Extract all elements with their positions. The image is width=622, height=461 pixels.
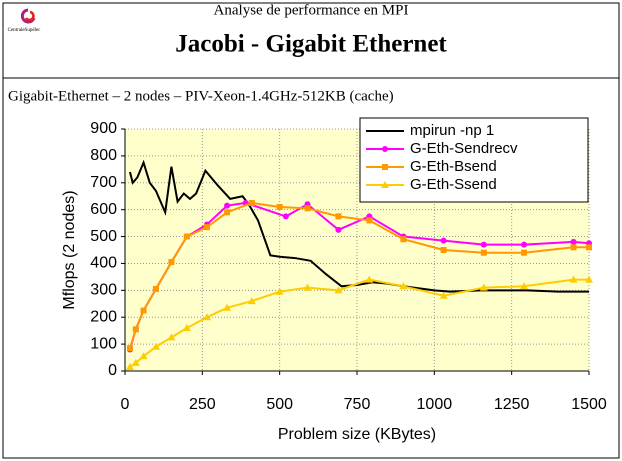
x-tick-label: 1250	[494, 396, 530, 413]
marker	[125, 362, 134, 370]
legend-label: G-Eth-Bsend	[410, 158, 497, 175]
marker	[203, 224, 210, 231]
marker	[365, 275, 374, 283]
marker	[276, 203, 283, 210]
y-tick-label: 300	[90, 282, 117, 299]
slide-title: Jacobi - Gigabit Ethernet	[175, 31, 447, 58]
marker	[440, 247, 447, 253]
marker	[480, 249, 487, 256]
y-axis-label: Mflops (2 nodes)	[61, 190, 78, 309]
legend-label: G-Eth-Ssend	[410, 176, 497, 193]
x-tick-label: 250	[189, 396, 216, 413]
marker	[480, 241, 487, 248]
marker	[399, 282, 408, 290]
marker	[521, 249, 528, 256]
marker	[168, 259, 175, 266]
x-tick-label: 1500	[571, 396, 607, 413]
slide-subtitle: Analyse de performance en MPI	[214, 2, 409, 18]
marker	[224, 209, 231, 216]
marker	[334, 286, 343, 294]
marker	[585, 275, 593, 283]
marker	[151, 342, 160, 350]
chart-title: Gigabit-Ethernet – 2 nodes – PIV-Xeon-1.…	[8, 88, 394, 104]
y-tick-label: 200	[90, 308, 117, 325]
marker	[569, 275, 578, 283]
marker	[183, 233, 190, 240]
marker	[126, 345, 133, 352]
legend-label: G-Eth-Sendrecv	[410, 140, 518, 157]
marker	[521, 241, 528, 248]
marker	[224, 202, 231, 209]
marker	[304, 205, 311, 212]
marker	[247, 297, 256, 305]
marker	[303, 283, 312, 291]
marker	[132, 326, 139, 333]
logo-icon	[20, 8, 36, 24]
marker	[131, 358, 140, 366]
marker	[202, 313, 211, 321]
x-tick-label: 500	[266, 396, 293, 413]
marker	[223, 303, 232, 311]
marker	[282, 213, 289, 220]
marker	[248, 199, 255, 206]
x-axis-label: Problem size (KBytes)	[278, 426, 436, 443]
marker	[139, 352, 148, 360]
marker	[182, 323, 191, 331]
x-tick-label: 0	[121, 396, 130, 413]
marker	[520, 282, 529, 290]
y-tick-label: 500	[90, 228, 117, 245]
marker	[570, 238, 577, 245]
marker	[335, 226, 342, 233]
y-tick-label: 400	[90, 255, 117, 272]
marker	[167, 333, 176, 341]
x-tick-label: 750	[344, 396, 371, 413]
legend-box	[359, 117, 589, 203]
marker	[479, 283, 488, 291]
marker	[381, 181, 389, 188]
y-tick-label: 800	[90, 147, 117, 164]
marker	[275, 287, 284, 295]
marker	[152, 285, 159, 292]
marker	[335, 213, 342, 220]
marker	[439, 291, 448, 299]
logo-text: CentraleSupélec	[8, 28, 42, 33]
marker	[400, 236, 407, 243]
y-tick-label: 700	[90, 174, 117, 191]
y-tick-label: 100	[90, 335, 117, 352]
marker	[382, 164, 388, 170]
y-tick-label: 900	[90, 120, 117, 137]
marker	[570, 244, 577, 251]
marker	[440, 237, 447, 244]
y-tick-label: 600	[90, 201, 117, 218]
marker	[140, 307, 147, 314]
series-line	[128, 159, 589, 293]
x-tick-label: 1000	[417, 396, 453, 413]
marker	[366, 217, 373, 224]
marker	[382, 146, 388, 152]
y-tick-label: 0	[108, 362, 117, 379]
legend-label: mpirun -np 1	[410, 122, 494, 139]
marker	[586, 244, 592, 251]
